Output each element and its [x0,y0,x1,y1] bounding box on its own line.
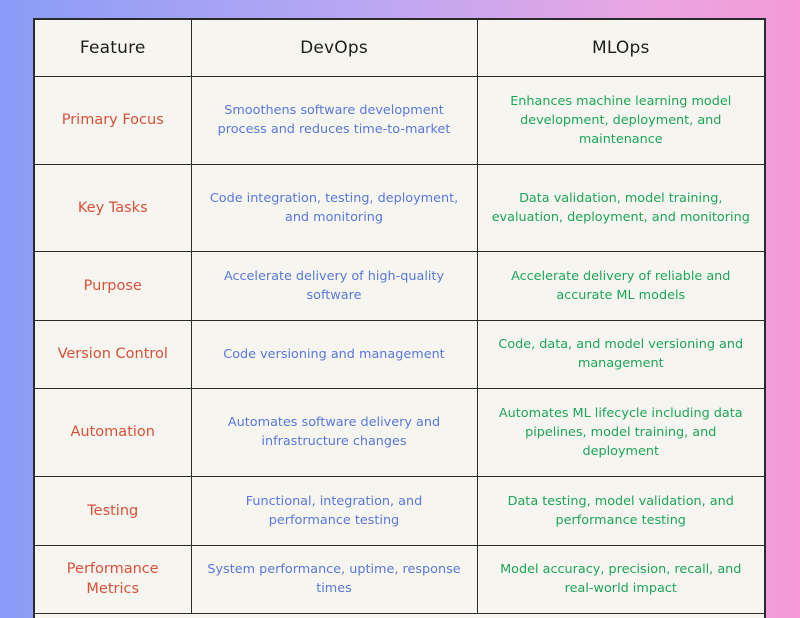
comparison-table-container: Feature DevOps MLOps Primary Focus Smoot… [33,18,766,618]
devops-cell: Code versioning and management [190,319,478,389]
table-row: Testing Functional, integration, and per… [35,475,764,546]
feature-cell: Version Control [35,319,192,389]
table-row: Automation Automates software delivery a… [35,387,764,477]
devops-cell: System performance, uptime, response tim… [190,544,478,614]
header-row: Feature DevOps MLOps [35,20,764,77]
table-row: Primary Focus Smoothens software develop… [35,75,764,165]
mlops-cell: Code, data, and model versioning and man… [476,319,764,389]
table-row: Key Tasks Code integration, testing, dep… [35,163,764,252]
feature-cell: Purpose [35,250,192,321]
feature-cell: Testing [35,475,192,546]
devops-cell: Accelerate delivery of high-quality soft… [190,250,478,321]
feature-cell: Performance Metrics [35,544,192,614]
devops-cell: Automates software delivery and infrastr… [190,387,478,477]
table-row: Version Control Code versioning and mana… [35,319,764,389]
devops-cell: Functional, integration, and performance… [190,475,478,546]
header-devops: DevOps [190,20,478,77]
mlops-cell: Accelerate delivery of reliable and accu… [476,250,764,321]
feature-cell: Automation [35,387,192,477]
header-feature: Feature [35,20,192,77]
table-row: Purpose Accelerate delivery of high-qual… [35,250,764,321]
devops-cell: Smoothens software development process a… [190,75,478,165]
mlops-cell: Data testing, model validation, and perf… [476,475,764,546]
mlops-cell: Enhances machine learning model developm… [476,75,764,165]
devops-cell: Code integration, testing, deployment, a… [190,163,478,252]
mlops-cell: Model accuracy, precision, recall, and r… [476,544,764,614]
mlops-cell: Data validation, model training, evaluat… [476,163,764,252]
header-mlops: MLOps [476,20,764,77]
comparison-table: Feature DevOps MLOps Primary Focus Smoot… [35,20,764,614]
table-row: Performance Metrics System performance, … [35,544,764,614]
mlops-cell: Automates ML lifecycle including data pi… [476,387,764,477]
feature-cell: Key Tasks [35,163,192,252]
feature-cell: Primary Focus [35,75,192,165]
